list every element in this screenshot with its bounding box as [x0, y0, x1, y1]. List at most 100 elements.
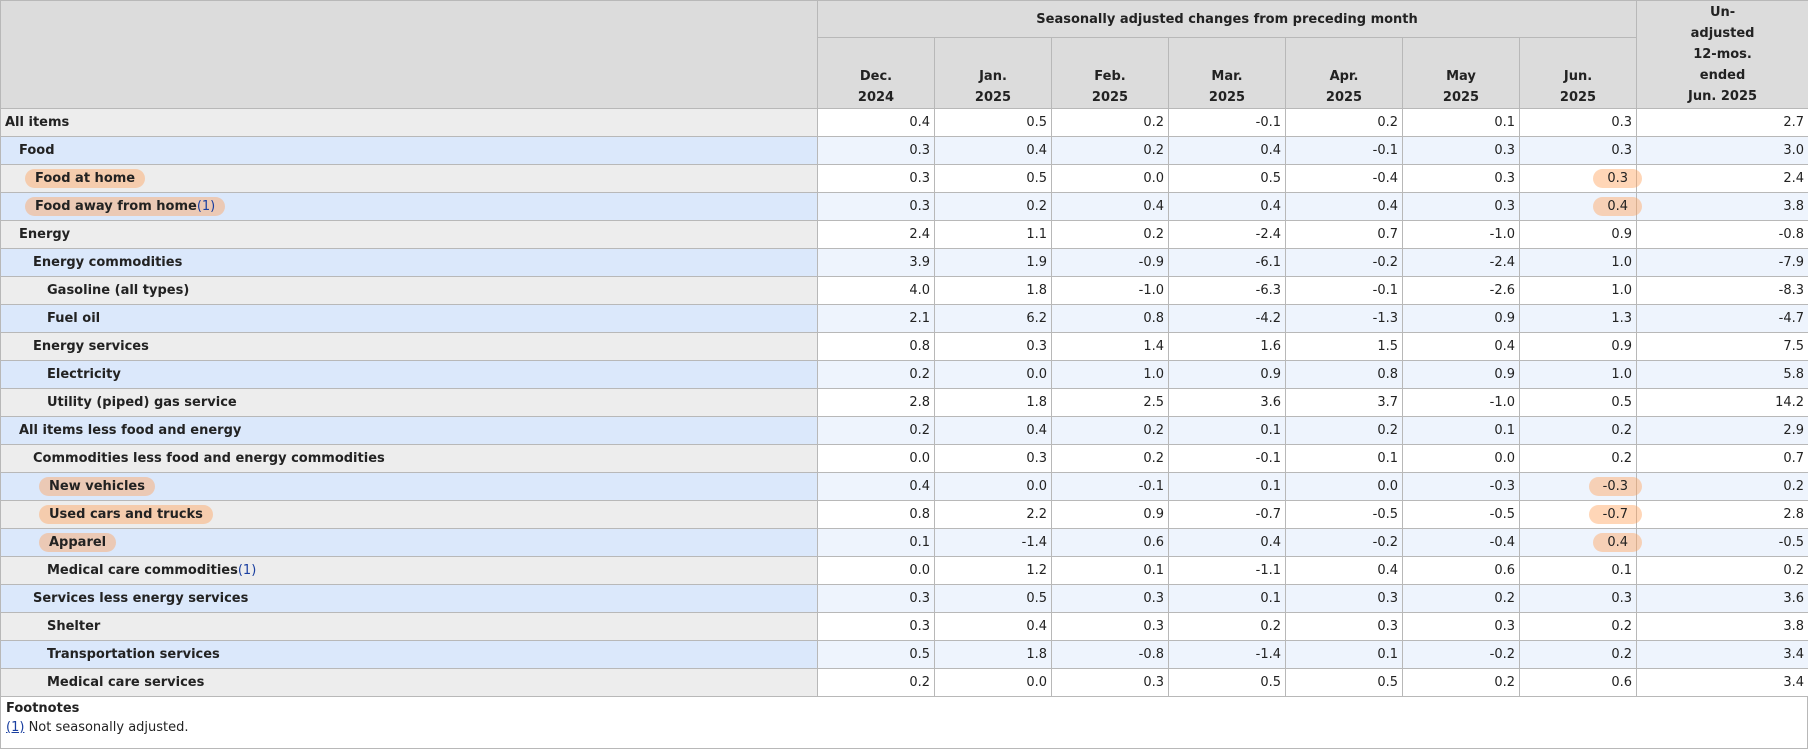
value-cell: 0.4: [1169, 529, 1286, 557]
value: 0.1: [1494, 423, 1515, 438]
label-wrap: Services less energy services: [33, 591, 248, 606]
footnote-marker[interactable]: (1): [6, 720, 24, 735]
footnote-link[interactable]: (1): [197, 199, 215, 214]
value-cell: 0.3: [1520, 165, 1637, 193]
label-text: Apparel: [49, 535, 106, 550]
value-cell: 1.2: [935, 557, 1052, 585]
value: 0.4: [1260, 199, 1281, 214]
value-cell: 0.2: [1403, 585, 1520, 613]
value-cell: 0.0: [1403, 445, 1520, 473]
label-wrap: Electricity: [47, 367, 121, 382]
value-cell: 2.4: [1637, 165, 1808, 193]
value: 0.9: [1611, 339, 1632, 354]
value: -1.0: [1490, 395, 1515, 410]
value-cell: 1.8: [935, 277, 1052, 305]
value: 2.7: [1783, 115, 1804, 130]
label-wrap: Apparel: [39, 533, 116, 552]
value-cell: 0.4: [935, 137, 1052, 165]
label-wrap: All items: [5, 115, 69, 130]
value-cell: 1.4: [1052, 333, 1169, 361]
row-label: Shelter: [1, 613, 818, 641]
value-cell: 0.0: [1052, 165, 1169, 193]
value-cell: 2.8: [818, 389, 935, 417]
value: 0.2: [1260, 619, 1281, 634]
value-cell: 0.1: [1169, 473, 1286, 501]
label-wrap: Medical care commodities(1): [47, 563, 256, 578]
value: -0.1: [1373, 283, 1398, 298]
value: 0.0: [1494, 451, 1515, 466]
value-cell: 0.9: [1169, 361, 1286, 389]
value: 0.2: [1783, 563, 1804, 578]
row-label: Utility (piped) gas service: [1, 389, 818, 417]
value-cell: -0.2: [1286, 249, 1403, 277]
label-text: Energy services: [33, 339, 149, 354]
value-cell: 0.3: [818, 585, 935, 613]
value: 3.7: [1377, 395, 1398, 410]
value: 0.5: [1260, 171, 1281, 186]
header-corner: [1, 1, 818, 109]
label-text: Used cars and trucks: [49, 507, 203, 522]
value: 0.5: [1611, 395, 1632, 410]
column-header: Feb.2025: [1052, 38, 1169, 109]
value: 0.7: [1783, 451, 1804, 466]
value-cell: 0.7: [1637, 445, 1808, 473]
group-header: Seasonally adjusted changes from precedi…: [818, 1, 1637, 38]
value-cell: -4.7: [1637, 305, 1808, 333]
value: -0.8: [1139, 647, 1164, 662]
value: 0.5: [1026, 171, 1047, 186]
value-cell: 0.0: [935, 361, 1052, 389]
value-cell: 1.3: [1520, 305, 1637, 333]
value-cell: -2.4: [1403, 249, 1520, 277]
value: -0.1: [1139, 479, 1164, 494]
value-cell: -0.9: [1052, 249, 1169, 277]
label-wrap: Food at home: [25, 169, 145, 188]
value: 1.1: [1026, 227, 1047, 242]
value-cell: 1.1: [935, 221, 1052, 249]
value-cell: 3.0: [1637, 137, 1808, 165]
label-wrap: Transportation services: [47, 647, 220, 662]
value-cell: 0.4: [935, 613, 1052, 641]
row-label: Transportation services: [1, 641, 818, 669]
value-cell: 2.9: [1637, 417, 1808, 445]
header-line: Un-: [1641, 2, 1804, 23]
value: -0.7: [1256, 507, 1281, 522]
row-label: All items: [1, 109, 818, 137]
value: 0.6: [1143, 535, 1164, 550]
value: 3.8: [1783, 199, 1804, 214]
value: 1.0: [1611, 283, 1632, 298]
value-cell: 0.6: [1403, 557, 1520, 585]
value-cell: 0.3: [1286, 585, 1403, 613]
footnote-link[interactable]: (1): [238, 563, 256, 578]
value: -0.4: [1490, 535, 1515, 550]
value: 0.3: [909, 619, 930, 634]
value: 0.2: [1783, 479, 1804, 494]
column-header: Jun.2025: [1520, 38, 1637, 109]
value: 0.0: [1026, 675, 1047, 690]
value-cell: 0.2: [1286, 417, 1403, 445]
label-text: Utility (piped) gas service: [47, 395, 237, 410]
value-cell: 0.2: [1637, 557, 1808, 585]
value: -8.3: [1779, 283, 1804, 298]
value-cell: 0.8: [818, 501, 935, 529]
value: 0.2: [1377, 423, 1398, 438]
value-cell: 5.8: [1637, 361, 1808, 389]
value-cell: 14.2: [1637, 389, 1808, 417]
value-cell: 0.0: [818, 557, 935, 585]
label-text: Food away from home: [35, 199, 197, 214]
value: -1.4: [1256, 647, 1281, 662]
value: 2.2: [1026, 507, 1047, 522]
header-line: 2025: [1524, 87, 1632, 108]
value: 0.2: [1611, 647, 1632, 662]
value: 6.2: [1026, 311, 1047, 326]
value: 0.3: [1494, 619, 1515, 634]
value: 4.0: [909, 283, 930, 298]
header-line: 2025: [1056, 87, 1164, 108]
label-text: Services less energy services: [33, 591, 248, 606]
footnote-text: Not seasonally adjusted.: [29, 720, 189, 735]
value: 0.3: [1494, 199, 1515, 214]
